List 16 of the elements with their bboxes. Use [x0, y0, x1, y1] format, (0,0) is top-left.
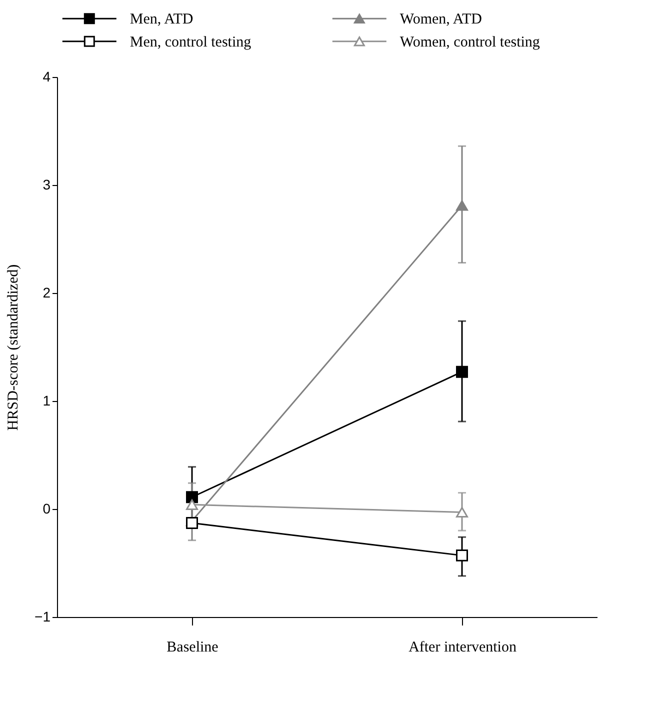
- y-tick-label: 4: [42, 68, 51, 84]
- y-tick-label: 1: [42, 392, 51, 408]
- point: [186, 517, 198, 530]
- y-tick-label: 3: [42, 176, 51, 192]
- point: [456, 549, 468, 562]
- x-tick-label: After intervention: [408, 640, 517, 656]
- y-axis-title: HRSD-score (standardized): [6, 264, 22, 431]
- x-tick-label: Baseline: [166, 640, 219, 656]
- legend-label: Men, ATD: [130, 12, 194, 28]
- point: [456, 366, 468, 378]
- y-tick-label: 2: [42, 284, 51, 300]
- legend-label: Women, ATD: [400, 12, 482, 28]
- y-tick-label: 0: [42, 500, 51, 516]
- legend-label: Women, control testing: [400, 34, 540, 50]
- y-tick-label: −1: [34, 608, 51, 624]
- legend-label: Men, control testing: [130, 34, 252, 50]
